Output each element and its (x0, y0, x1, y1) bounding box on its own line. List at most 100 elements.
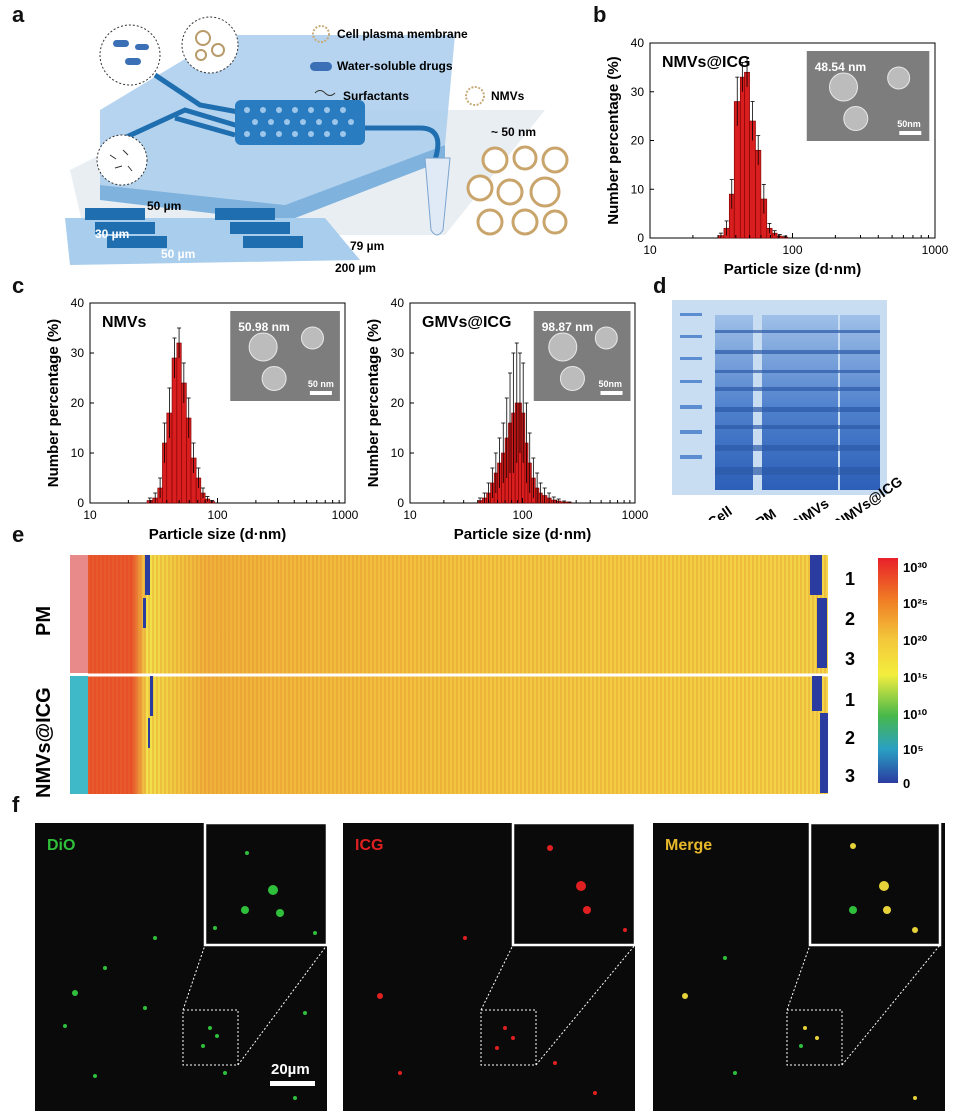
dim-200um: 200 µm (335, 261, 376, 275)
lane-label-cell: Cell (705, 503, 735, 520)
chart-title: NMVs (102, 314, 147, 331)
tem-size-label: 50.98 nm (238, 320, 289, 334)
panel-letter-c: c (12, 273, 25, 298)
x-axis-title: Particle size (d·nm) (149, 526, 287, 543)
colorbar-tick-5: 10⁵ (903, 742, 924, 757)
y-tick-label: 20 (631, 134, 645, 148)
y-axis-title: Number percentage (%) (365, 319, 382, 487)
y-tick-label: 40 (391, 296, 405, 310)
tem-scale-bar (309, 391, 332, 395)
mixer-array (235, 100, 365, 145)
y-tick-label: 40 (71, 296, 85, 310)
scale-bar-label: 20µm (271, 1061, 310, 1078)
colorbar-tick-25: 10²⁵ (903, 596, 928, 611)
panel-letter-b: b (593, 2, 607, 27)
histogram-bar (739, 76, 745, 239)
tem-scale-label: 50 nm (308, 379, 334, 389)
row-number-icg-1: 1 (845, 690, 855, 710)
ladder-bands (680, 313, 702, 459)
legend-surfactant-label: Surfactants (343, 89, 409, 103)
x-tick-label: 1000 (922, 243, 949, 257)
y-tick-label: 0 (637, 231, 644, 245)
colorbar-tick-0: 0 (903, 776, 910, 791)
gel-lane-nmvs (800, 315, 838, 490)
legend-nmv-label: NMVs (491, 89, 525, 103)
y-tick-label: 20 (391, 396, 405, 410)
x-tick-label: 10 (403, 508, 417, 522)
channel-label-icg: ICG (355, 837, 383, 854)
group-bar-nmvs-icg (70, 676, 88, 794)
legend-drug-icon (310, 62, 332, 71)
group-bar-pm (70, 555, 88, 673)
mixer-holes (244, 107, 354, 137)
tem-vesicle (261, 366, 287, 391)
legend-membrane-icon (312, 25, 330, 43)
y-tick-label: 0 (397, 496, 404, 510)
tem-scale-label: 50nm (599, 379, 623, 389)
dim-50um-top: 50 µm (147, 199, 181, 213)
chart-title: NMVs@ICG (662, 54, 751, 71)
histogram-bar (176, 342, 182, 504)
x-tick-label: 1000 (622, 508, 649, 522)
tem-vesicle (300, 326, 324, 350)
protein-bands (715, 330, 880, 475)
tem-scale-bar (600, 391, 623, 395)
colorbar-tick-20: 10²⁰ (903, 633, 928, 648)
y-tick-label: 20 (71, 396, 85, 410)
tem-size-label: 48.54 nm (815, 60, 866, 74)
colorbar (878, 558, 898, 783)
surfactant-icons (109, 149, 133, 172)
membrane-callout-circle (181, 16, 239, 74)
panel-f-fluorescence: DiO 20µm ICG Merge (35, 821, 945, 1111)
panel-d-gel: Cell PM NMVs NMVs@ICG (672, 300, 905, 520)
fluor-image-dio: DiO 20µm (35, 821, 329, 1111)
size-note: ~ 50 nm (491, 125, 536, 139)
membrane-icons (195, 30, 225, 61)
tem-vesicle (829, 72, 859, 102)
row-number-pm-1: 1 (845, 569, 855, 589)
tem-scale-label: 50nm (897, 119, 921, 129)
dim-50um-bottom: 50 µm (161, 247, 195, 261)
chart-title: GMVs@ICG (422, 314, 511, 331)
y-tick-label: 0 (77, 496, 84, 510)
panel-letter-f: f (12, 792, 20, 817)
lane-label-nmvs: NMVs (791, 495, 832, 520)
tem-vesicle (248, 332, 278, 362)
gel-lane-pm (762, 315, 800, 490)
chip-edge (100, 145, 445, 222)
surfactant-callout-circle (96, 134, 148, 186)
y-axis-title: Number percentage (%) (605, 56, 622, 224)
scale-bar (270, 1081, 315, 1086)
y-tick-label: 10 (391, 446, 405, 460)
baffles (85, 208, 303, 248)
y-tick-label: 30 (71, 346, 85, 360)
gel-lane-cell (715, 315, 753, 490)
channel-label-dio: DiO (47, 837, 75, 854)
dim-79um: 79 µm (350, 239, 384, 253)
histogram-bar (171, 357, 178, 504)
legend-surfactant-icon (314, 90, 336, 96)
fluor-image-merge: Merge (653, 821, 945, 1111)
y-tick-label: 10 (631, 182, 645, 196)
panel-e-heatmap: 1 2 3 1 2 3 PM NMVs@ICG 10³⁰ 10²⁵ 10²⁰ 1… (33, 555, 928, 798)
colorbar-tick-30: 10³⁰ (903, 560, 928, 575)
x-tick-label: 100 (512, 508, 532, 522)
lane-label-pm: PM (753, 505, 779, 520)
x-axis-title: Particle size (d·nm) (724, 261, 862, 278)
tem-scale-bar (899, 131, 922, 135)
tem-inset (230, 311, 340, 401)
y-tick-label: 40 (631, 36, 645, 50)
tem-vesicle (594, 326, 618, 350)
x-axis-title: Particle size (d·nm) (454, 526, 592, 543)
capsule-icons (113, 40, 149, 65)
fluor-image-icg: ICG (343, 821, 637, 1111)
y-tick-label: 30 (631, 85, 645, 99)
tem-size-label: 98.87 nm (542, 320, 593, 334)
gel-lane-nmvs-icg (840, 315, 880, 490)
colorbar-tick-15: 10¹⁵ (903, 670, 928, 685)
y-axis-title: Number percentage (%) (45, 319, 62, 487)
panel-letter-a: a (12, 2, 25, 27)
drug-callout-circle (99, 24, 161, 86)
